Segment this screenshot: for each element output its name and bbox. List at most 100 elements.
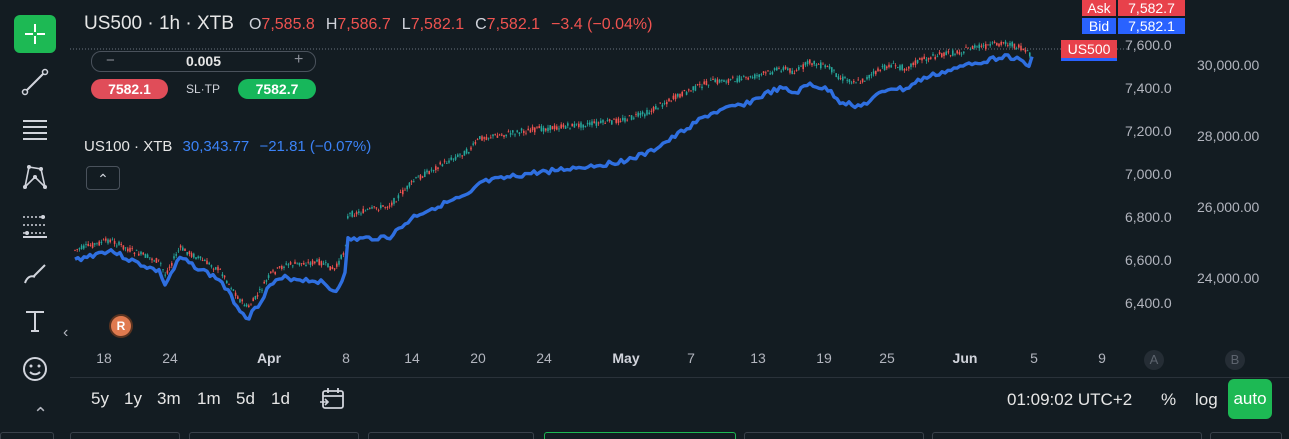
candle-body: [245, 304, 248, 307]
candle-body: [908, 66, 910, 69]
symbol-title[interactable]: US500 · 1h · XTB: [84, 13, 234, 34]
log-scale-toggle[interactable]: log: [1195, 390, 1218, 409]
horizontal-lines-tool[interactable]: [14, 110, 56, 148]
candle-body: [661, 104, 664, 107]
range-button-1y[interactable]: 1y: [124, 389, 142, 408]
sl-tp-button[interactable]: SL·TP: [186, 82, 221, 96]
candle-body: [914, 60, 917, 66]
fib-retracement-tool[interactable]: [14, 206, 56, 244]
candle-body: [109, 239, 111, 243]
candle-body: [91, 242, 94, 248]
candle-body: [738, 76, 741, 82]
candle-body: [883, 64, 886, 71]
candle-body: [839, 78, 842, 79]
candle-body: [820, 62, 822, 69]
candle-body: [124, 247, 127, 249]
auto-scale-toggle[interactable]: auto: [1228, 379, 1272, 419]
axis-marker-b[interactable]: B: [1225, 350, 1245, 370]
range-button-1d[interactable]: 1d: [271, 389, 290, 408]
range-button-1m[interactable]: 1m: [197, 389, 221, 408]
candle-body: [221, 274, 224, 277]
candle-body: [386, 206, 389, 208]
candle-body: [991, 42, 994, 44]
lot-size-value[interactable]: 0.005: [185, 53, 222, 69]
candle-body: [300, 263, 303, 265]
candle-body: [534, 127, 536, 133]
legend-collapse-button[interactable]: ⌃: [86, 166, 120, 190]
candle-body: [432, 169, 435, 171]
pattern-icon: [23, 165, 47, 190]
candle-body: [219, 268, 221, 270]
candle-body: [199, 256, 202, 259]
candle-body: [707, 84, 710, 86]
candle-body: [270, 271, 272, 273]
pattern-tool[interactable]: [14, 158, 56, 196]
lot-increase-button[interactable]: +: [294, 51, 304, 68]
candle-body: [793, 72, 796, 74]
candle-body: [384, 207, 386, 208]
trend-line-tool[interactable]: [14, 63, 56, 101]
candle-body: [927, 57, 930, 60]
candle-body: [646, 109, 648, 115]
brush-tool[interactable]: [14, 254, 56, 292]
candle-body: [694, 85, 697, 91]
range-button-5y[interactable]: 5y: [91, 389, 109, 408]
candle-body: [364, 210, 367, 212]
candle-body: [89, 245, 92, 246]
candle-body: [382, 205, 384, 207]
percent-scale-toggle[interactable]: %: [1161, 390, 1177, 409]
candle-body: [397, 195, 400, 199]
candle-body: [232, 289, 235, 291]
time-axis-label: 18: [96, 350, 112, 366]
candle-body: [921, 57, 923, 61]
go-to-date-button[interactable]: [318, 384, 348, 414]
candle-body: [584, 125, 587, 127]
candle-body: [773, 68, 776, 70]
dividend-badge[interactable]: R: [109, 314, 133, 338]
candle-body: [800, 65, 802, 67]
candle-body: [457, 154, 459, 157]
candle-body: [789, 68, 791, 73]
candle-body: [518, 132, 521, 135]
candle-body: [340, 254, 342, 259]
candle-body: [76, 249, 78, 250]
price-chart-canvas[interactable]: [70, 0, 1190, 345]
candle-body: [1000, 41, 1002, 45]
clock-timezone[interactable]: 01:09:02 UTC+2: [1007, 390, 1133, 409]
axis-marker-a[interactable]: A: [1144, 350, 1164, 370]
candle-body: [399, 191, 402, 193]
toolbar-collapse-button[interactable]: ‹: [63, 324, 69, 341]
candle-body: [483, 137, 485, 139]
candle-body: [743, 75, 745, 77]
emoji-tool[interactable]: [14, 350, 56, 388]
candle-body: [859, 82, 862, 84]
candle-body: [670, 100, 672, 102]
candle-body: [325, 262, 327, 263]
candle-body: [116, 245, 118, 247]
candle-body: [234, 292, 237, 296]
candle-body: [498, 134, 501, 136]
candle-body: [1013, 43, 1016, 49]
toolbar-expand-button[interactable]: ⌃: [33, 404, 49, 424]
candle-body: [837, 76, 840, 80]
candle-body: [690, 90, 692, 92]
crosshair-tool[interactable]: [14, 15, 56, 53]
price-axis-right-label: 24,000.00: [1197, 270, 1260, 286]
compare-legend: US100 · XTB 30,343.77 −21.81 (−0.07%): [84, 138, 371, 155]
candle-body: [441, 164, 444, 167]
candle-body: [254, 295, 257, 300]
text-tool[interactable]: [14, 302, 56, 340]
sell-button[interactable]: 7582.1: [91, 79, 168, 99]
candle-body: [230, 288, 232, 290]
candle-body: [512, 130, 514, 133]
candle-body: [749, 76, 752, 77]
range-button-5d[interactable]: 5d: [236, 389, 255, 408]
time-axis-label: Apr: [256, 350, 282, 366]
price-axis-left-label: 7,400.0: [1125, 80, 1172, 96]
buy-button[interactable]: 7582.7: [238, 79, 316, 99]
compare-symbol[interactable]: US100 · XTB: [84, 138, 173, 155]
range-button-3m[interactable]: 3m: [157, 389, 181, 408]
candle-body: [965, 46, 967, 48]
lot-decrease-button[interactable]: −: [106, 52, 115, 69]
candle-body: [215, 267, 217, 270]
